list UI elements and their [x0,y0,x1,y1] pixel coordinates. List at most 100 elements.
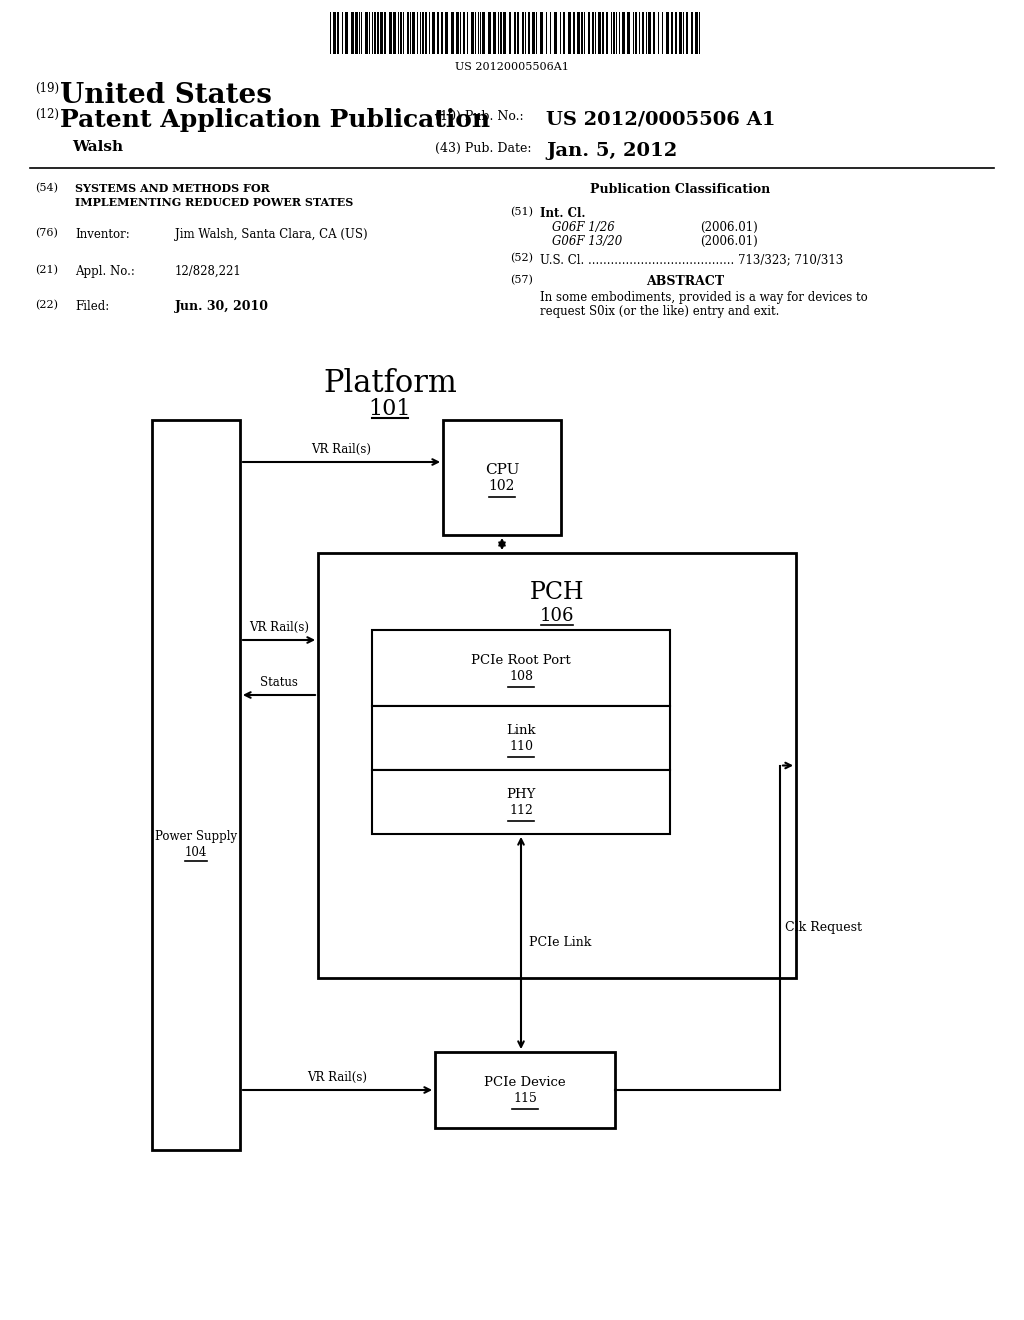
Text: 110: 110 [509,741,534,754]
Text: Link: Link [506,725,536,738]
Bar [435,1052,615,1129]
Bar [648,12,651,54]
Bar [500,12,502,54]
Text: (43) Pub. Date:: (43) Pub. Date: [435,143,531,154]
Bar [437,12,439,54]
Text: G06F 1/26: G06F 1/26 [552,220,614,234]
Text: US 2012/0005506 A1: US 2012/0005506 A1 [546,110,775,128]
Bar [503,12,506,54]
Text: (2006.01): (2006.01) [700,235,758,248]
Text: ABSTRACT: ABSTRACT [646,275,724,288]
Text: (19): (19) [35,82,59,95]
Text: PCIe Root Port: PCIe Root Port [471,653,570,667]
Text: Filed:: Filed: [75,300,110,313]
Bar [372,630,670,706]
Bar [517,12,519,54]
Bar [573,12,575,54]
Text: (22): (22) [35,300,58,310]
Text: (76): (76) [35,228,58,239]
Text: PCIe Link: PCIe Link [529,936,592,949]
Bar [695,12,698,54]
Bar [577,12,580,54]
Text: PCH: PCH [529,581,585,605]
Bar [592,12,594,54]
Bar [425,12,427,54]
Bar [675,12,677,54]
Bar [374,12,376,54]
Text: (2006.01): (2006.01) [700,220,758,234]
Bar [389,12,392,54]
Bar [400,12,402,54]
Bar [372,706,670,770]
Text: Status: Status [260,676,298,689]
Bar [351,12,354,54]
Bar [318,553,796,978]
Bar [563,12,565,54]
Bar [528,12,530,54]
Bar [471,12,474,54]
Text: (51): (51) [510,207,534,218]
Text: PCIe Device: PCIe Device [484,1076,566,1089]
Bar [393,12,396,54]
Text: Inventor:: Inventor: [75,228,130,242]
Bar [598,12,601,54]
Bar [606,12,608,54]
Bar [152,420,240,1150]
Text: Jun. 30, 2010: Jun. 30, 2010 [175,300,269,313]
Text: Clk Request: Clk Request [785,921,862,935]
Text: SYSTEMS AND METHODS FOR: SYSTEMS AND METHODS FOR [75,183,269,194]
Text: (52): (52) [510,253,534,263]
Bar [666,12,669,54]
Bar [456,12,459,54]
Bar [653,12,655,54]
Bar [509,12,511,54]
Bar [451,12,454,54]
Bar [642,12,644,54]
Text: 102: 102 [488,479,515,494]
Bar [365,12,368,54]
Text: Walsh: Walsh [72,140,123,154]
Text: Jim Walsh, Santa Clara, CA (US): Jim Walsh, Santa Clara, CA (US) [175,228,368,242]
Text: U.S. Cl. ....................................... 713/323; 710/313: U.S. Cl. ...............................… [540,253,843,267]
Bar [380,12,383,54]
Bar [445,12,449,54]
Text: Patent Application Publication: Patent Application Publication [60,108,490,132]
Text: (21): (21) [35,265,58,276]
Bar [372,770,670,834]
Text: 104: 104 [184,846,207,859]
Bar [691,12,693,54]
Bar [422,12,424,54]
Bar [355,12,358,54]
Bar [443,420,561,535]
Bar [488,12,490,54]
Bar [671,12,673,54]
Text: Publication Classification: Publication Classification [590,183,770,195]
Text: request S0ix (or the like) entry and exit.: request S0ix (or the like) entry and exi… [540,305,779,318]
Text: VR Rail(s): VR Rail(s) [311,444,372,455]
Bar [622,12,625,54]
Text: Power Supply: Power Supply [155,830,238,843]
Text: 106: 106 [540,607,574,624]
Bar [635,12,637,54]
Bar [588,12,590,54]
Text: Jan. 5, 2012: Jan. 5, 2012 [546,143,677,160]
Text: In some embodiments, provided is a way for devices to: In some embodiments, provided is a way f… [540,290,867,304]
Bar [514,12,516,54]
Bar [679,12,682,54]
Text: (10) Pub. No.:: (10) Pub. No.: [435,110,523,123]
Bar [463,12,465,54]
Bar [686,12,688,54]
Text: (54): (54) [35,183,58,193]
Text: VR Rail(s): VR Rail(s) [307,1071,368,1084]
Text: 115: 115 [513,1093,537,1106]
Bar [377,12,379,54]
Text: (57): (57) [510,275,532,285]
Text: 101: 101 [369,399,412,420]
Bar [554,12,557,54]
Bar [540,12,543,54]
Bar [337,12,339,54]
Bar [432,12,435,54]
Bar [613,12,615,54]
Text: Int. Cl.: Int. Cl. [540,207,586,220]
Bar [407,12,409,54]
